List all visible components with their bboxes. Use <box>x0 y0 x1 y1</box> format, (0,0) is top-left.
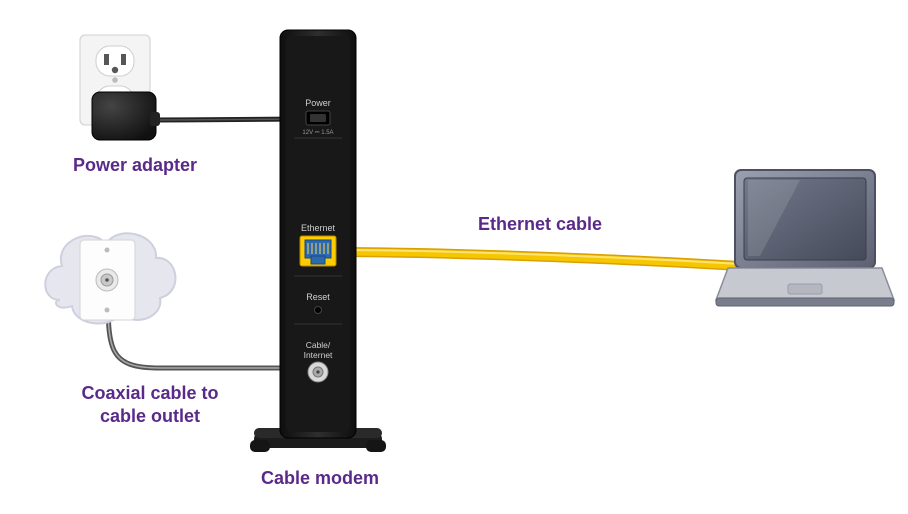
label-power-adapter: Power adapter <box>55 155 215 176</box>
diagram-svg: Power 12V ⎓ 1.5A Ethernet Reset Cable/ <box>0 0 908 514</box>
label-coax: Coaxial cable to cable outlet <box>50 382 250 427</box>
coax-cable <box>108 288 305 368</box>
coax-wallplate-icon <box>80 240 135 320</box>
laptop-icon <box>716 170 894 306</box>
power-cable <box>152 119 305 120</box>
modem-power-rating: 12V ⎓ 1.5A <box>302 130 333 136</box>
modem-port-cable-label-1: Cable/ <box>306 340 331 350</box>
modem-port-power-label: Power <box>305 98 331 108</box>
ethernet-cable <box>336 250 800 277</box>
label-modem: Cable modem <box>220 468 420 489</box>
modem-port-ethernet-label: Ethernet <box>301 223 336 233</box>
cable-modem-icon: Power 12V ⎓ 1.5A Ethernet Reset Cable/ <box>250 30 386 452</box>
label-ethernet: Ethernet cable <box>430 214 650 235</box>
modem-port-reset-label: Reset <box>306 292 330 302</box>
ethernet-connector-icon <box>768 259 800 277</box>
power-adapter-icon <box>92 92 160 140</box>
modem-port-cable-label-2: Internet <box>304 350 333 360</box>
diagram-stage: Power 12V ⎓ 1.5A Ethernet Reset Cable/ <box>0 0 908 514</box>
cloud-icon <box>45 233 175 323</box>
power-outlet-icon <box>80 35 150 125</box>
